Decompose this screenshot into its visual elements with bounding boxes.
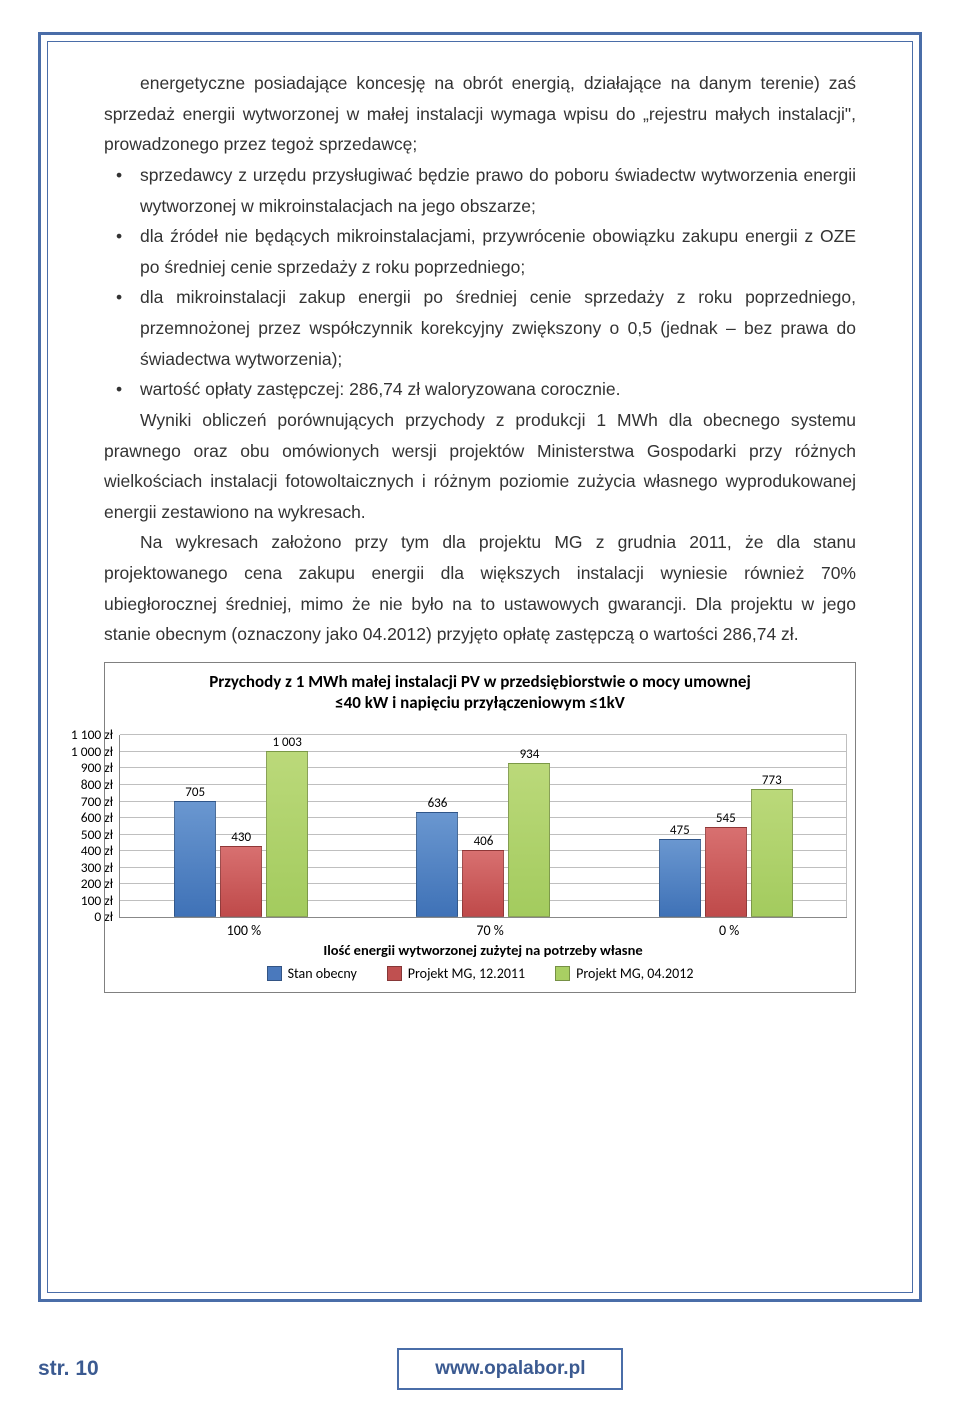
plot: 7054301 003636406934475545773 100 %70 %0… — [119, 735, 847, 959]
paragraph: Na wykresach założono przy tym dla proje… — [104, 527, 856, 650]
site-url: www.opalabor.pl — [397, 1348, 623, 1390]
body-text: energetyczne posiadające koncesję na obr… — [104, 68, 856, 650]
bar: 773 — [751, 789, 793, 917]
x-axis: 100 % 70 % 0 % — [119, 922, 847, 939]
page-number: str. 10 — [38, 1357, 99, 1381]
bar-value-label: 545 — [716, 811, 736, 826]
x-tick: 0 % — [719, 922, 739, 939]
inner-frame: energetyczne posiadające koncesję na obr… — [47, 41, 913, 1293]
paragraph-continuation: energetyczne posiadające koncesję na obr… — [104, 68, 856, 160]
bar-group: 7054301 003 — [174, 751, 308, 917]
bar-value-label: 406 — [474, 834, 494, 849]
legend-label: Projekt MG, 04.2012 — [576, 965, 693, 982]
bullet-item: dla źródeł nie będących mikroinstalacjam… — [104, 221, 856, 282]
bar: 705 — [174, 801, 216, 918]
x-tick: 70 % — [476, 922, 503, 939]
bar-groups: 7054301 003636406934475545773 — [120, 735, 847, 917]
legend-swatch — [267, 966, 282, 981]
bar: 406 — [462, 850, 504, 917]
bar-value-label: 934 — [520, 747, 540, 762]
bullet-item: wartość opłaty zastępczej: 286,74 zł wal… — [104, 374, 856, 405]
paragraph: Wyniki obliczeń porównujących przychody … — [104, 405, 856, 528]
bar-value-label: 475 — [670, 823, 690, 838]
document-page: energetyczne posiadające koncesję na obr… — [0, 0, 960, 1418]
plot-area: 7054301 003636406934475545773 — [119, 735, 847, 918]
legend-item: Projekt MG, 04.2012 — [555, 965, 693, 982]
bar: 934 — [508, 763, 550, 918]
bar: 430 — [220, 846, 262, 917]
x-axis-title: Ilość energii wytworzonej zużytej na pot… — [119, 941, 847, 959]
bullet-item: dla mikroinstalacji zakup energii po śre… — [104, 282, 856, 374]
footer-right: www.opalabor.pl — [99, 1348, 922, 1390]
x-tick: 100 % — [227, 922, 261, 939]
page-footer: str. 10 www.opalabor.pl — [38, 1348, 922, 1390]
legend: Stan obecny Projekt MG, 12.2011 Projekt MG… — [113, 965, 847, 982]
legend-swatch — [387, 966, 402, 981]
chart-title-line1: Przychody z 1 MWh małej instalacji PV w … — [209, 671, 751, 692]
legend-label: Stan obecny — [288, 965, 357, 982]
bar-value-label: 773 — [762, 773, 782, 788]
chart-title-line2: ≤40 kW i napięciu przyłączeniowym ≤1kV — [335, 692, 625, 713]
bar-value-label: 636 — [428, 796, 448, 811]
bar: 475 — [659, 839, 701, 918]
bar: 545 — [705, 827, 747, 917]
chart-container: Przychody z 1 MWh małej instalacji PV w … — [104, 662, 856, 994]
outer-frame: energetyczne posiadające koncesję na obr… — [38, 32, 922, 1302]
bar-value-label: 430 — [231, 830, 251, 845]
plot-wrap: 0 zł100 zł200 zł300 zł400 zł500 zł600 zł… — [113, 719, 847, 959]
bar: 1 003 — [266, 751, 308, 917]
bullet-item: sprzedawcy z urzędu przysługiwać będzie … — [104, 160, 856, 221]
legend-swatch — [555, 966, 570, 981]
chart-title: Przychody z 1 MWh małej instalacji PV w … — [113, 671, 847, 714]
bar-group: 475545773 — [659, 789, 793, 917]
bar-group: 636406934 — [416, 763, 550, 918]
legend-item: Projekt MG, 12.2011 — [387, 965, 525, 982]
bar: 636 — [416, 812, 458, 917]
bullet-list: sprzedawcy z urzędu przysługiwać będzie … — [104, 160, 856, 405]
legend-label: Projekt MG, 12.2011 — [408, 965, 525, 982]
bar-value-label: 705 — [185, 785, 205, 800]
bar-value-label: 1 003 — [273, 735, 302, 750]
legend-item: Stan obecny — [267, 965, 357, 982]
